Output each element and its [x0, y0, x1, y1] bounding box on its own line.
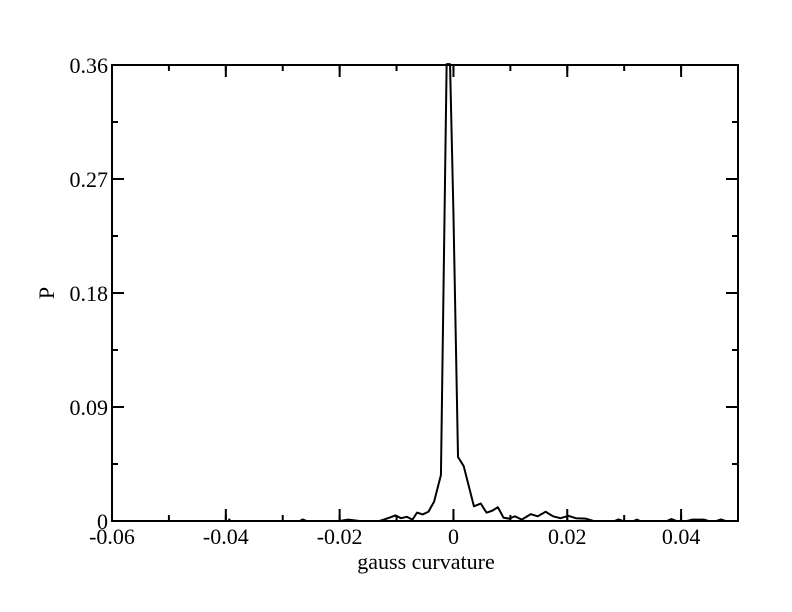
x-tick-label: -0.04	[203, 524, 249, 549]
y-tick-label: 0.36	[70, 53, 109, 78]
x-tick-label: -0.06	[89, 524, 135, 549]
x-tick-label: 0	[448, 524, 459, 549]
x-tick-label: 0.02	[548, 524, 587, 549]
y-tick-label: 0.09	[70, 395, 109, 420]
series-line	[227, 63, 726, 522]
axis-tick-labels: -0.06 -0.04 -0.02 0 0.02 0.04 0 0.09 0.18 0.27 0.3…	[70, 53, 701, 549]
axis-ticks	[111, 64, 739, 522]
x-axis-label: gauss curvature	[357, 549, 494, 574]
x-tick-label: 0.04	[662, 524, 701, 549]
y-tick-label: 0.27	[70, 167, 109, 192]
plot-frame	[111, 64, 739, 522]
x-tick-label: -0.02	[317, 524, 363, 549]
y-tick-label: 0	[97, 509, 108, 534]
y-tick-label: 0.18	[70, 281, 109, 306]
y-axis-label: P	[34, 287, 59, 299]
